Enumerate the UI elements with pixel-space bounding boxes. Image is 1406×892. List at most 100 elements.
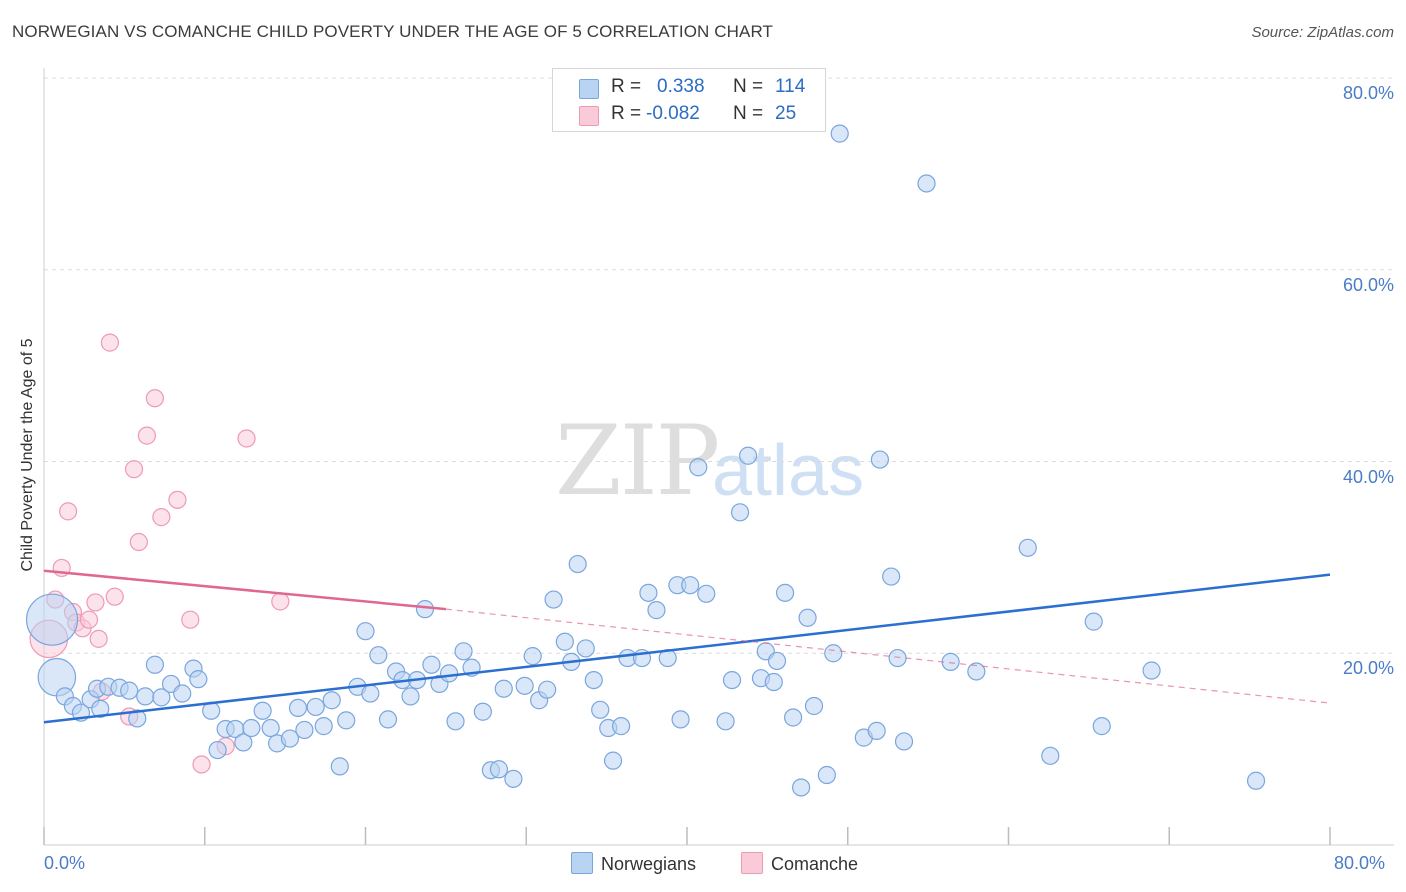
norwegian-point: [1246, 771, 1266, 790]
norwegian-point: [136, 687, 155, 706]
norwegian-point: [538, 680, 557, 699]
norwegian-point: [515, 676, 534, 695]
comanche-trend-extension: [445, 608, 1331, 704]
comanche-point: [271, 592, 290, 611]
comanche-point: [181, 610, 200, 629]
bottom-legend-swatch-norwegians: [571, 852, 593, 874]
norwegian-point: [730, 503, 750, 522]
norwegian-point: [775, 583, 795, 602]
comanche-point: [192, 755, 211, 774]
source-credit: Source: ZipAtlas.com: [1251, 24, 1394, 41]
norwegian-point: [330, 757, 349, 776]
norwegian-point: [1084, 612, 1103, 631]
norwegian-points: [25, 124, 1266, 797]
norwegian-point: [804, 696, 824, 716]
comanche-point: [100, 333, 120, 352]
norwegian-point: [322, 691, 341, 710]
norwegian-trend-line: [43, 573, 1331, 724]
norwegian-point: [1041, 746, 1060, 765]
norwegian-point: [280, 729, 300, 748]
norwegian-point: [1018, 538, 1037, 557]
x-tick-label-max: 80.0%: [1334, 853, 1386, 873]
norwegian-point: [544, 590, 563, 609]
comanche-point: [145, 389, 165, 408]
legend-r-label: R =: [611, 103, 642, 124]
norwegian-point: [738, 446, 758, 465]
comanche-point: [89, 629, 108, 648]
norwegian-point: [576, 639, 595, 658]
comanche-trend-line: [43, 569, 446, 611]
bottom-legend-comanche[interactable]: Comanche: [741, 852, 858, 875]
norwegian-point: [446, 712, 465, 731]
norwegian-point: [356, 622, 375, 641]
norwegian-point: [253, 701, 272, 720]
norwegian-point: [152, 688, 171, 707]
bottom-legend-swatch-comanche: [741, 852, 763, 874]
trend-lines: [43, 569, 1331, 724]
bottom-legend-norwegians[interactable]: Norwegians: [571, 852, 696, 875]
norwegian-point: [369, 646, 388, 665]
norwegian-point: [867, 721, 886, 741]
norwegian-point: [422, 655, 441, 674]
norwegian-point: [439, 664, 459, 683]
norwegian-point: [888, 648, 907, 668]
y-tick-label: 60.0%: [1342, 274, 1394, 295]
norwegian-point: [295, 720, 314, 740]
comanche-point: [59, 502, 78, 521]
norwegian-point: [25, 593, 79, 646]
norwegian-point: [555, 632, 574, 651]
norwegian-point: [242, 718, 261, 738]
norwegian-point: [473, 702, 492, 721]
norwegian-point: [234, 733, 253, 752]
norwegian-point: [767, 651, 787, 671]
norwegian-point: [647, 601, 666, 620]
legend-r-value-norwegians: 0.338: [657, 76, 705, 97]
comanche-point: [86, 593, 105, 612]
grid-lines: [44, 77, 1394, 654]
norwegian-point: [792, 778, 811, 797]
norwegian-point: [337, 711, 356, 730]
norwegian-point: [894, 732, 914, 751]
norwegian-point: [870, 450, 890, 469]
norwegian-point: [764, 672, 783, 692]
norwegian-point: [504, 769, 523, 788]
norwegian-point: [91, 699, 110, 718]
norwegian-point: [145, 655, 165, 674]
norwegian-point: [798, 608, 817, 627]
norwegian-point: [489, 760, 509, 779]
norwegian-point: [783, 708, 803, 727]
norwegian-point: [361, 684, 380, 703]
norwegian-point: [591, 700, 610, 719]
comanche-point: [129, 532, 148, 552]
bottom-legend-label-comanche: Comanche: [771, 854, 859, 874]
norwegian-point: [523, 647, 542, 666]
norwegian-point: [494, 679, 513, 698]
norwegian-point: [817, 765, 836, 785]
norwegian-point: [173, 684, 192, 703]
norwegian-point: [288, 698, 308, 717]
comanche-point: [237, 429, 256, 448]
norwegian-point: [689, 458, 708, 477]
norwegian-point: [941, 652, 960, 671]
norwegian-point: [128, 709, 147, 728]
norwegian-point: [314, 717, 333, 736]
watermark-atlas: atlas: [712, 431, 865, 511]
norwegian-point: [584, 670, 603, 690]
y-tick-label: 80.0%: [1342, 83, 1394, 103]
norwegian-point: [681, 576, 700, 595]
legend-swatch-norwegians: [579, 79, 599, 99]
legend-n-value-norwegians: 114: [775, 76, 806, 97]
comanche-point: [124, 460, 144, 479]
legend-r-label: R =: [611, 76, 642, 97]
comanche-point: [152, 508, 171, 527]
norwegian-point: [671, 710, 690, 729]
bottom-legend-label-norwegians: Norwegians: [601, 854, 697, 874]
norwegian-point: [401, 687, 420, 706]
norwegian-point: [824, 644, 843, 663]
norwegian-point: [208, 740, 227, 760]
norwegian-point: [716, 712, 735, 731]
norwegian-point: [378, 710, 398, 729]
norwegian-point: [639, 583, 658, 602]
legend-n-label: N =: [733, 103, 764, 124]
